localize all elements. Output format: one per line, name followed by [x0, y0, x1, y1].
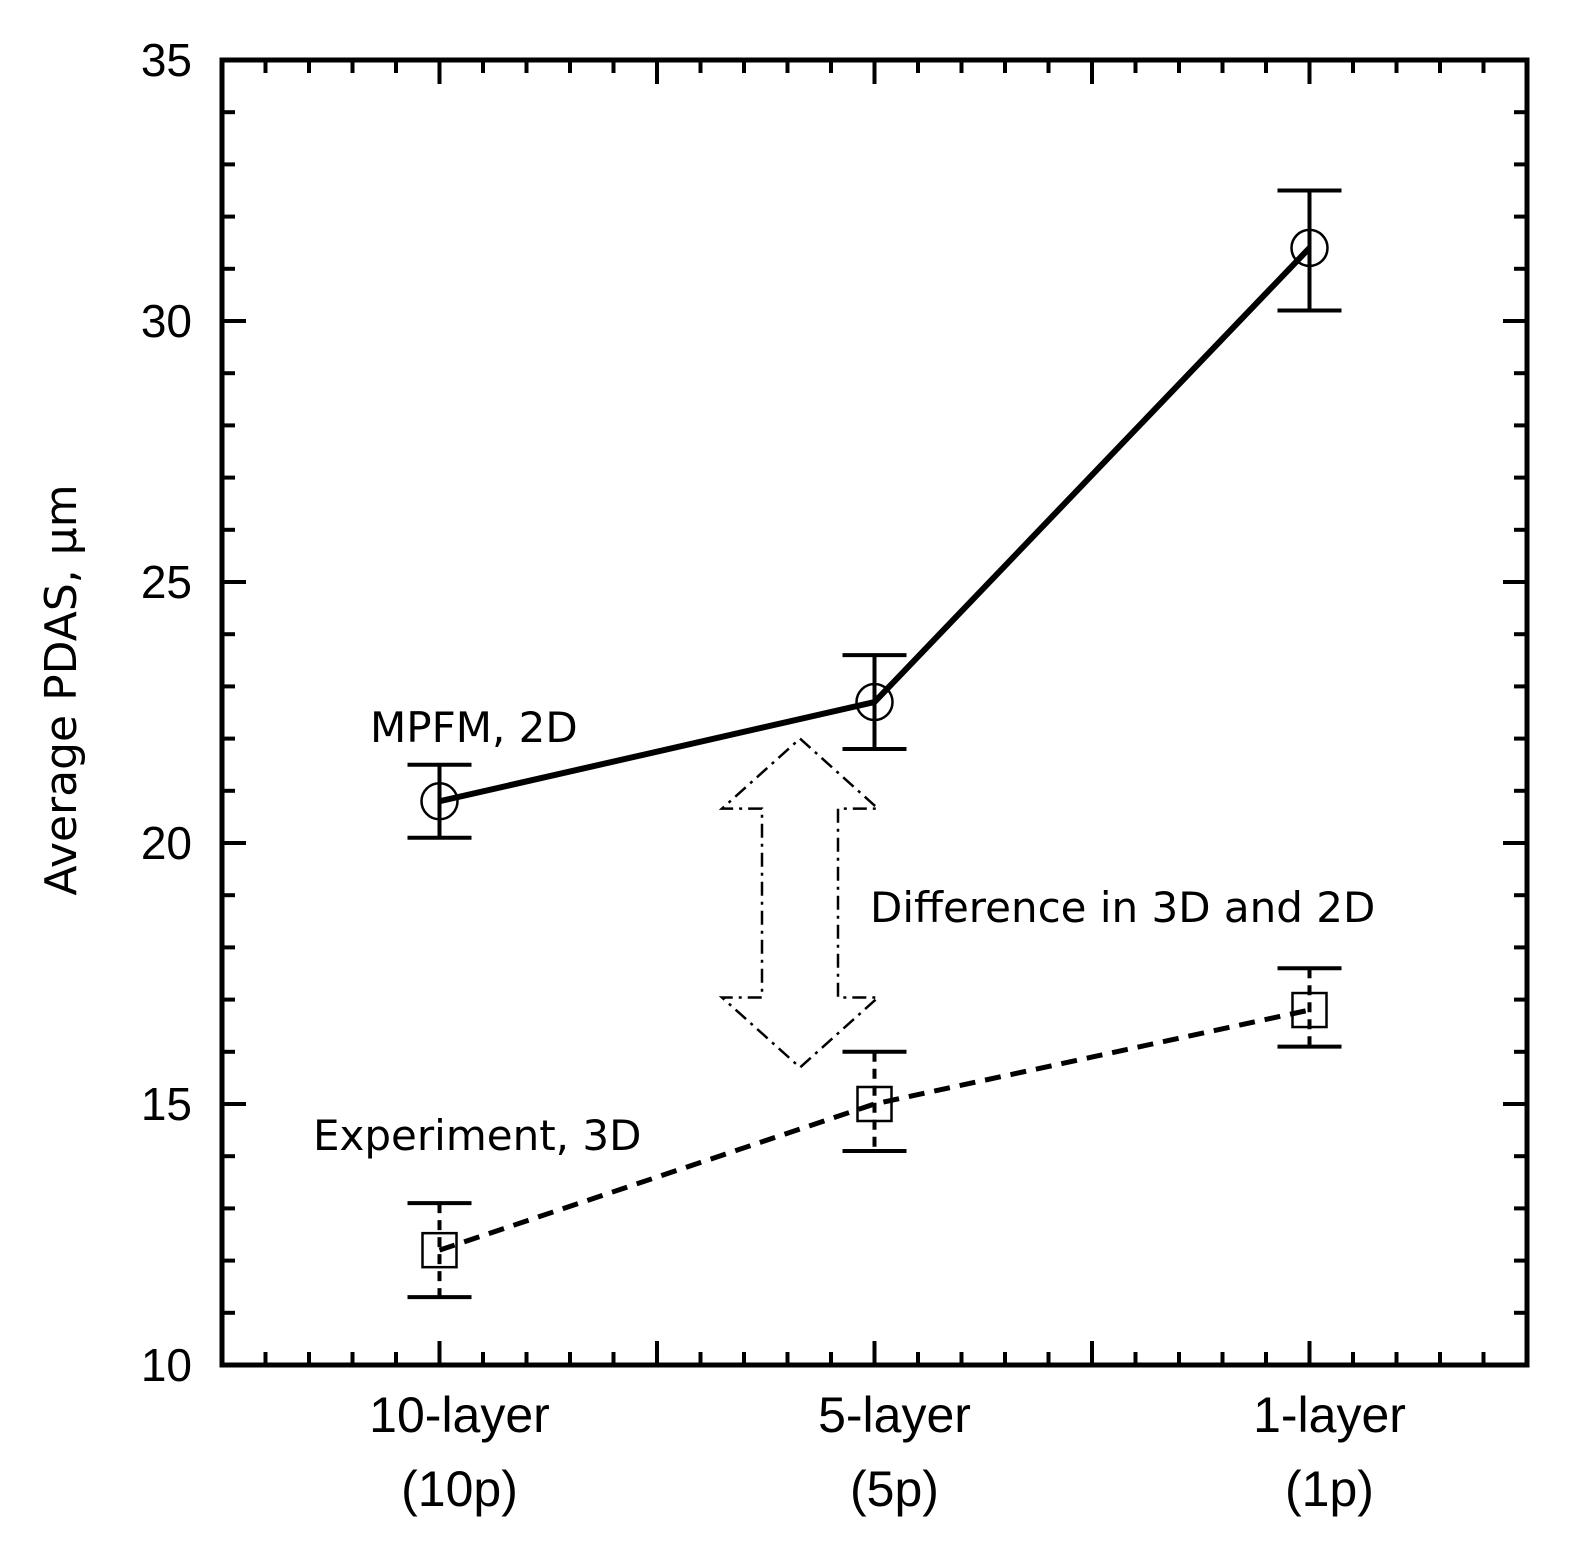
data-point-square — [856, 1085, 893, 1123]
series-group — [407, 188, 1342, 1300]
y-tick-label: 25 — [141, 556, 192, 608]
x-category-label-line2: (10p) — [401, 1461, 518, 1517]
x-category-labels: 10-layer (10p) 5-layer (5p) 1-layer (1p) — [369, 1387, 1406, 1517]
x-category-label-line1: 5-layer — [818, 1387, 971, 1443]
y-tick-label: 15 — [141, 1078, 192, 1130]
data-point-square — [1291, 991, 1328, 1029]
y-tick-label: 10 — [141, 1339, 192, 1391]
annotation-experiment-3d: Experiment, 3D — [313, 1111, 641, 1160]
annotation-difference: Difference in 3D and 2D — [870, 883, 1375, 932]
data-point-circle — [1290, 228, 1329, 268]
y-axis-label: Average PDAS, μm — [36, 484, 87, 895]
x-category-label-line2: (5p) — [850, 1461, 939, 1517]
y-tick-label: 35 — [141, 34, 192, 86]
data-point-circle — [420, 781, 459, 821]
data-point-square — [421, 1231, 458, 1269]
annotation-mpfm-2d: MPFM, 2D — [370, 703, 578, 752]
axis-ticks — [220, 58, 1529, 1367]
y-tick-label: 20 — [141, 817, 192, 869]
y-tick-label: 30 — [141, 295, 192, 347]
difference-double-arrow — [718, 736, 882, 1070]
x-category-label-line2: (1p) — [1285, 1461, 1374, 1517]
data-point-circle — [855, 682, 894, 722]
y-tick-labels: 10 15 20 25 30 35 — [141, 34, 192, 1391]
difference-arrow-group — [718, 736, 882, 1070]
x-category-label-line1: 10-layer — [369, 1387, 550, 1443]
x-category-label-line1: 1-layer — [1253, 1387, 1406, 1443]
series-line-1 — [438, 1007, 1311, 1253]
